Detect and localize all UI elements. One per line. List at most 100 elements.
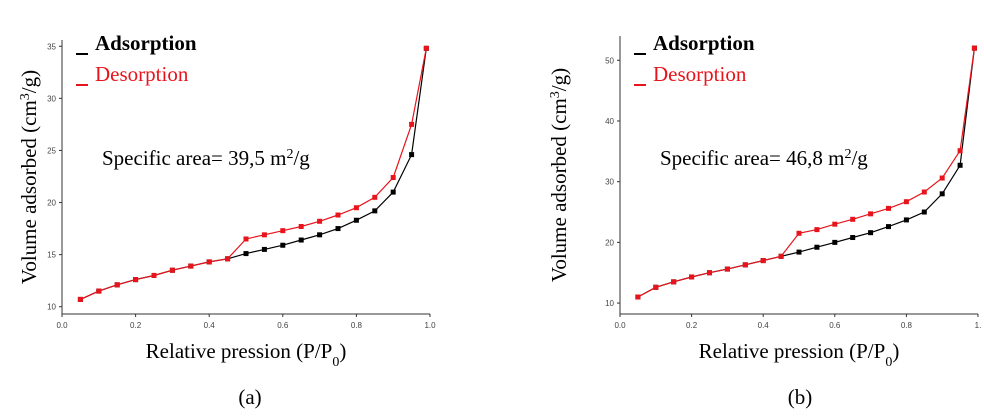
data-point (832, 239, 838, 245)
y-tick-label: 15 (47, 251, 56, 260)
y-tick-label: 30 (47, 94, 56, 103)
x-tick-label: 0.6 (829, 321, 841, 330)
y-tick-label: 25 (47, 146, 56, 155)
data-point (724, 266, 730, 272)
data-point (635, 294, 641, 300)
data-point (409, 121, 415, 127)
caption: (b) (788, 385, 813, 409)
data-point (114, 282, 120, 288)
data-point (390, 189, 396, 195)
data-point (814, 227, 820, 233)
series-line (80, 48, 427, 300)
data-point (261, 246, 267, 252)
data-point (957, 162, 963, 168)
legend-label: Desorption (95, 62, 189, 86)
y-axis-label-part: /g) (547, 68, 571, 91)
series-line (637, 48, 975, 298)
caption: (a) (238, 385, 261, 409)
legend-label: Adsorption (95, 31, 197, 55)
x-tick-label: 0.0 (614, 321, 626, 330)
y-axis-label-part: 3 (18, 93, 33, 100)
x-tick-label: 0.2 (686, 321, 698, 330)
data-point (653, 284, 659, 290)
x-axis-label-part: ) (892, 339, 899, 363)
data-point (77, 296, 83, 302)
data-point (707, 270, 712, 276)
y-axis-label: Volume adsorbed (cm3/g) (17, 70, 41, 284)
data-point (317, 218, 323, 224)
data-point (939, 175, 945, 181)
data-point (188, 263, 194, 269)
data-point (169, 267, 175, 273)
x-tick-label: 0.2 (130, 321, 142, 330)
y-tick-label: 20 (605, 238, 614, 247)
data-point (96, 288, 102, 294)
data-point (796, 230, 802, 236)
legend-label: Adsorption (653, 31, 755, 55)
annotation-part: Specific area= 39,5 m (102, 146, 286, 170)
data-point (243, 251, 249, 257)
x-tick-label: 0.0 (56, 321, 68, 330)
data-point (903, 199, 909, 205)
x-axis-label: Relative pression (P/P0) (146, 339, 347, 370)
data-point (921, 209, 927, 215)
x-tick-label: 0.6 (277, 321, 289, 330)
data-point (390, 175, 396, 181)
data-point (298, 237, 304, 243)
data-point (850, 235, 856, 241)
data-point (298, 223, 304, 229)
y-tick-label: 10 (47, 303, 56, 312)
data-point (796, 249, 802, 255)
y-tick-label: 10 (605, 299, 614, 308)
x-axis-label-part: Relative pression (P/P (699, 339, 886, 363)
data-point (206, 259, 212, 265)
data-point (372, 208, 378, 214)
annotation: Specific area= 46,8 m2/g (660, 146, 868, 170)
data-point (868, 211, 874, 217)
y-tick-label: 35 (47, 42, 56, 51)
data-point (832, 221, 838, 227)
annotation: Specific area= 39,5 m2/g (102, 146, 310, 170)
data-point (689, 274, 695, 280)
x-tick-label: 0.8 (901, 321, 913, 330)
data-point (742, 262, 748, 268)
annotation-part: 2 (844, 147, 851, 162)
x-tick-label: 0.4 (204, 321, 216, 330)
x-tick-label: 1. (975, 321, 982, 330)
legend-label: Desorption (653, 62, 747, 86)
annotation-part: /g (851, 146, 868, 170)
data-point (243, 236, 249, 242)
y-tick-label: 50 (605, 56, 614, 65)
x-tick-label: 1.0 (424, 321, 436, 330)
x-axis-label-part: Relative pression (P/P (146, 339, 333, 363)
data-point (335, 226, 341, 232)
data-point (778, 253, 784, 259)
data-point (921, 189, 927, 195)
y-axis-label-part: /g) (17, 70, 41, 93)
data-point (133, 277, 139, 283)
data-point (971, 45, 977, 51)
data-point (317, 232, 323, 238)
data-point (886, 205, 891, 211)
y-tick-label: 40 (605, 117, 614, 126)
annotation-part: /g (293, 146, 310, 170)
data-point (939, 191, 945, 197)
y-tick-label: 30 (605, 178, 614, 187)
data-point (353, 217, 359, 223)
x-axis-label-part: 0 (885, 355, 892, 370)
x-axis-label-part: 0 (332, 355, 339, 370)
data-point (850, 216, 856, 222)
y-axis-label-part: Volume adsorbed (cm (547, 98, 571, 282)
data-point (280, 242, 286, 248)
data-point (957, 148, 963, 154)
y-axis-label: Volume adsorbed (cm3/g) (547, 68, 571, 282)
y-axis-label-part: 3 (548, 91, 563, 98)
data-point (280, 228, 286, 234)
data-point (868, 230, 874, 236)
data-point (671, 279, 677, 285)
data-point (353, 205, 359, 211)
y-axis-label-part: Volume adsorbed (cm (17, 100, 41, 284)
data-point (814, 244, 820, 250)
data-point (225, 256, 231, 262)
